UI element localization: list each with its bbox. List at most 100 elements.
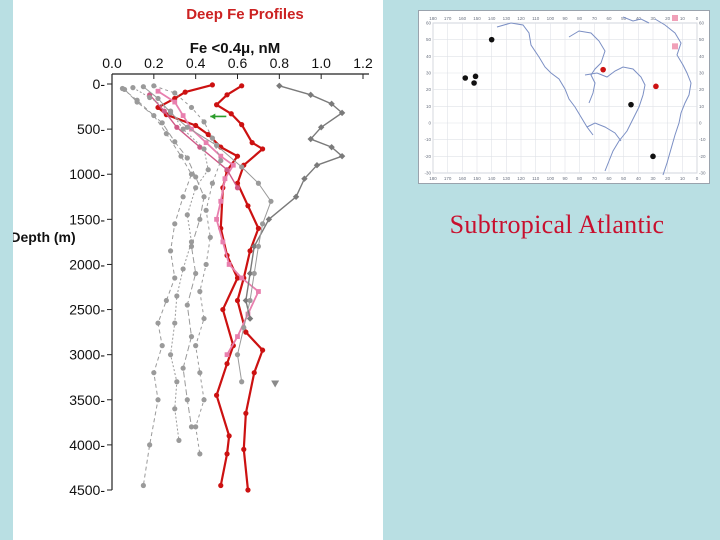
data-point	[271, 380, 280, 388]
data-point	[313, 162, 321, 169]
data-point	[234, 297, 241, 304]
station-marker	[672, 43, 678, 50]
data-point	[167, 110, 174, 116]
data-point	[328, 143, 335, 151]
map-lon-label: 80	[577, 16, 583, 21]
data-point	[243, 329, 249, 335]
y-tick-label: 3500-	[69, 392, 105, 408]
data-point	[174, 379, 180, 385]
data-point	[235, 334, 240, 340]
data-point	[130, 85, 136, 91]
data-point	[220, 306, 226, 313]
map-lat-label: 60	[699, 21, 705, 26]
chart-title: Deep Fe Profiles	[186, 6, 304, 23]
data-point	[218, 198, 224, 204]
map-lat-label: -30	[699, 171, 706, 176]
map-lat-label: 50	[699, 37, 705, 42]
map-lat-label: -10	[424, 137, 431, 142]
map-lon-label: 150	[473, 16, 481, 21]
data-point	[234, 275, 241, 281]
data-point	[239, 164, 245, 170]
data-point	[230, 162, 236, 168]
data-point	[151, 370, 157, 376]
data-point	[214, 216, 219, 222]
data-point	[239, 83, 245, 89]
map-lat-label: 10	[699, 104, 705, 109]
data-point	[203, 207, 209, 213]
series-line	[153, 85, 222, 454]
data-point	[224, 361, 230, 367]
data-point	[197, 451, 203, 457]
map-lat-label: 10	[426, 104, 432, 109]
data-point	[292, 193, 300, 200]
map-lon-label: 130	[503, 16, 511, 21]
data-point	[251, 270, 257, 277]
data-point	[188, 334, 195, 340]
map-lon-label: 0	[696, 176, 699, 181]
data-point	[201, 194, 207, 200]
map-lon-label: 60	[606, 176, 612, 181]
map-lon-label: 90	[562, 16, 568, 21]
data-point	[241, 325, 247, 331]
map-lon-label: 30	[650, 176, 656, 181]
data-point	[159, 120, 165, 126]
y-tick-label: 0-	[93, 76, 106, 92]
data-point	[205, 131, 211, 138]
map-lat-label: 30	[699, 71, 705, 76]
data-point	[213, 392, 220, 398]
data-point	[163, 131, 169, 137]
data-point	[174, 124, 180, 130]
data-point	[193, 343, 199, 349]
data-point	[226, 433, 232, 439]
data-point	[213, 102, 220, 108]
map-lon-label: 140	[488, 176, 496, 181]
y-tick-label: 4000-	[69, 437, 105, 453]
data-point	[241, 446, 247, 452]
data-point	[218, 482, 224, 489]
data-point	[243, 410, 249, 416]
map-lat-label: 30	[426, 71, 432, 76]
data-point	[180, 266, 186, 272]
data-point	[188, 104, 195, 111]
data-point	[182, 89, 188, 95]
data-point	[247, 248, 253, 254]
data-point	[174, 293, 180, 299]
map-lon-label: 160	[459, 176, 467, 181]
x-axis-label: Fe <0.4μ, nM	[190, 40, 280, 57]
data-point	[193, 270, 199, 277]
data-point	[201, 315, 207, 322]
series-line	[149, 94, 239, 189]
data-point	[203, 140, 209, 146]
map-lat-label: -20	[699, 154, 706, 159]
data-point	[245, 311, 251, 317]
data-point	[328, 100, 335, 108]
data-point	[176, 437, 182, 443]
data-point	[180, 113, 186, 118]
series-line	[215, 84, 264, 491]
map-lat-label: 50	[426, 37, 432, 42]
map-lon-label: 120	[517, 176, 525, 181]
station-marker	[672, 15, 678, 21]
data-point	[276, 82, 283, 90]
map-lon-label: 180	[429, 16, 437, 21]
map-lat-label: 40	[699, 54, 705, 59]
station-marker	[472, 73, 479, 80]
data-point	[205, 167, 211, 173]
data-point	[201, 397, 207, 403]
map-lon-label: 150	[473, 176, 481, 181]
data-point	[197, 370, 203, 376]
data-point	[140, 84, 146, 90]
region-label: Subtropical Atlantic	[449, 210, 665, 239]
data-point	[209, 82, 215, 88]
data-point	[172, 221, 178, 227]
data-point	[246, 270, 254, 277]
data-point	[184, 155, 190, 161]
data-point	[239, 275, 245, 281]
data-point	[251, 243, 258, 250]
map-lon-label: 50	[621, 16, 627, 21]
map-lon-label: 140	[488, 16, 496, 21]
map-lon-label: 100	[547, 16, 555, 21]
map-lon-label: 70	[592, 176, 598, 181]
map-lon-label: 180	[429, 176, 437, 181]
data-point	[213, 142, 220, 148]
